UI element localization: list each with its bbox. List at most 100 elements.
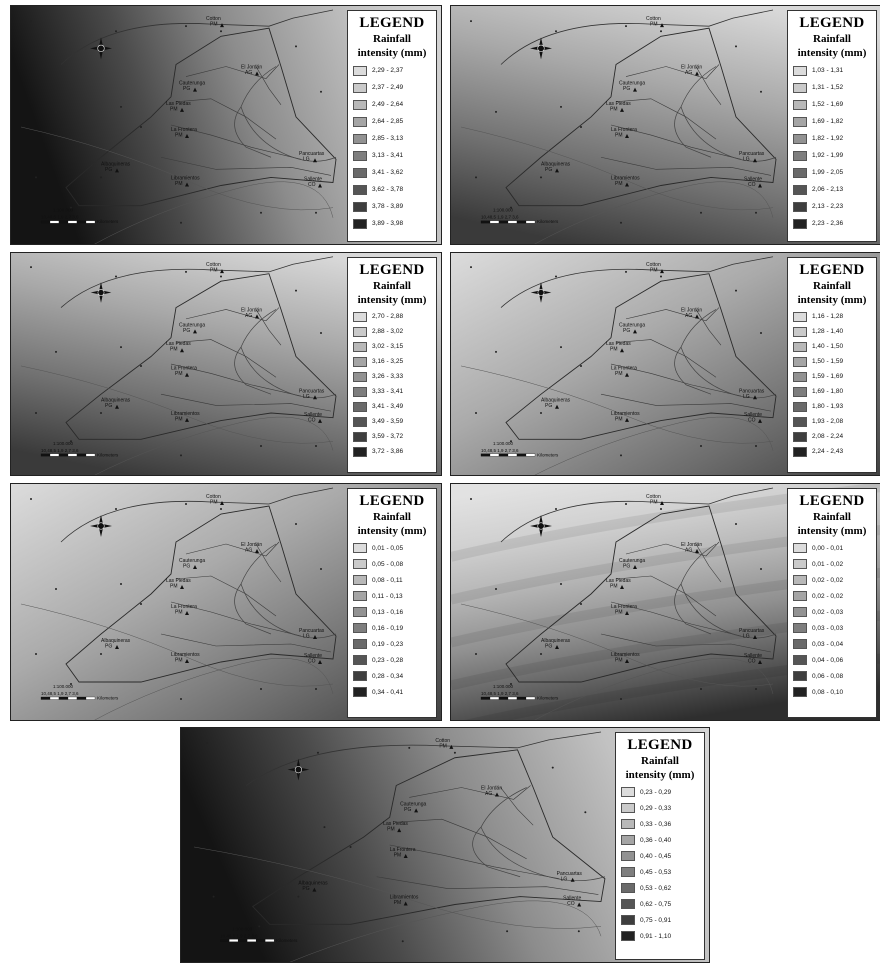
legend-swatch <box>793 671 807 681</box>
legend-subtitle-unit: intensity (mm) <box>797 47 867 59</box>
watershed-outline <box>65 505 337 683</box>
legend-item: 1,92 - 1,99 <box>793 147 871 164</box>
legend-swatch <box>793 326 807 337</box>
road-line <box>534 181 774 244</box>
place-code-sallente: CO <box>748 659 756 665</box>
legend-swatch <box>353 446 367 457</box>
legend-item: 3,41 - 3,62 <box>353 164 431 181</box>
place-label-libramientos: Libramientos <box>390 895 419 901</box>
legend-swatch <box>793 386 807 397</box>
settlement-marker-icon <box>193 329 197 334</box>
scale-units: Kilometers <box>276 938 298 943</box>
scale-bar-segment <box>49 220 60 224</box>
legend-swatch <box>353 99 367 110</box>
legend-swatch <box>621 899 635 909</box>
settlement-marker-icon <box>625 417 629 422</box>
settlement-marker-icon <box>318 660 322 664</box>
place-code-cotton: PM <box>210 500 218 506</box>
place-label-las-piedas: Las Piedas <box>166 341 191 347</box>
region-boundary <box>500 487 774 543</box>
station-dot <box>555 275 557 278</box>
legend-item: 0,01 - 0,02 <box>793 556 871 572</box>
station-dot <box>115 30 117 33</box>
river-line <box>674 583 712 635</box>
station-dot <box>295 45 297 48</box>
subbasin-line <box>625 64 720 79</box>
region-boundary <box>60 256 334 308</box>
legend-item: 0,40 - 0,45 <box>621 848 699 864</box>
settlement-marker-icon <box>625 611 629 615</box>
legend-item: 2,13 - 2,23 <box>793 198 871 215</box>
settlement-marker-icon <box>193 87 197 92</box>
scale-units: Kilometers <box>537 219 559 224</box>
station-dot <box>755 211 757 214</box>
place-label-sallente: Sallente <box>744 412 762 418</box>
station-dot <box>120 583 122 585</box>
legend-items: 1,03 - 1,31 1,31 - 1,52 1,52 - 1,69 1,69 - … <box>793 62 871 232</box>
subbasin-line <box>600 156 772 176</box>
settlement-marker-icon <box>758 418 762 423</box>
subbasin-line <box>175 575 277 617</box>
place-code-libramientos: PM <box>175 658 183 664</box>
settlement-marker-icon <box>220 23 224 28</box>
place-code-albaquineras: PG <box>105 403 112 409</box>
station-dot <box>220 508 222 510</box>
legend-items: 2,29 - 2,37 2,37 - 2,49 2,49 - 2,64 2,64 - … <box>353 62 431 232</box>
station-dot <box>625 25 627 28</box>
legend-range-label: 0,16 - 0,19 <box>372 624 404 632</box>
scale-bar-segment <box>480 696 491 700</box>
station-dot <box>560 346 562 349</box>
legend-item: 0,45 - 0,53 <box>621 864 699 880</box>
subbasin-line <box>255 309 282 346</box>
legend-swatch <box>353 326 367 337</box>
legend-item: 1,59 - 1,69 <box>793 369 871 384</box>
legend-item: 0,03 - 0,03 <box>793 620 871 636</box>
place-code-el-jordan: AG <box>245 548 252 554</box>
legend-swatch <box>353 184 367 195</box>
legend-swatch <box>353 65 367 76</box>
scale-bar-segment <box>255 939 266 942</box>
legend-swatch <box>793 99 807 110</box>
legend-range-label: 1,31 - 1,52 <box>812 84 844 91</box>
map-6: Cotton PM El Jordán AG Cauterunga PG Las Pieda… <box>450 483 880 721</box>
north-arrow-icon <box>530 515 552 537</box>
scale-bar-segment <box>76 220 87 224</box>
subbasin-line <box>409 785 531 800</box>
settlement-marker-icon <box>633 329 637 334</box>
subbasin-line <box>185 64 280 79</box>
place-label-pancuartas: Pancuartas <box>557 871 583 877</box>
legend-range-label: 2,70 - 2,88 <box>372 313 404 320</box>
legend-subtitle: Rainfall <box>813 33 851 45</box>
place-code-albaquineras: PG <box>105 644 112 650</box>
legend: LEGEND Rainfall intensity (mm) 0,23 - 0,29 0… <box>615 732 705 960</box>
legend-range-label: 0,45 - 0,53 <box>640 868 672 876</box>
legend-swatch <box>793 446 807 457</box>
legend-range-label: 3,02 - 3,15 <box>372 343 404 350</box>
subbasin-line <box>170 124 302 160</box>
subbasin-line <box>600 393 772 412</box>
subbasin-line <box>615 575 717 617</box>
scale-bar-segment <box>58 696 69 700</box>
station-dot <box>115 275 117 278</box>
map-4: Cotton PM El Jordán AG Cauterunga PG Las Pieda… <box>450 252 880 476</box>
north-arrow-icon <box>90 37 112 60</box>
place-code-pancuartas: LG <box>743 634 750 640</box>
place-label-albaquineras: Albaquineras <box>541 398 571 404</box>
legend-swatch <box>793 401 807 412</box>
place-label-libramientos: Libramientos <box>611 652 640 658</box>
scale-bar-segment <box>85 453 96 457</box>
place-label-sallente: Sallente <box>744 653 762 659</box>
legend-swatch <box>793 575 807 585</box>
legend-swatch <box>621 819 635 829</box>
station-dot <box>297 895 300 898</box>
settlement-marker-icon <box>180 585 184 589</box>
place-code-cauterunga: PG <box>183 564 190 570</box>
legend-range-label: 1,99 - 2,05 <box>812 169 844 176</box>
station-dot <box>349 845 352 848</box>
legend-range-label: 2,37 - 2,49 <box>372 84 404 91</box>
legend-swatch <box>353 82 367 93</box>
settlement-marker-icon <box>633 565 637 569</box>
legend-swatch <box>353 371 367 382</box>
place-label-pancuartas: Pancuartas <box>299 628 325 634</box>
station-dot <box>180 454 182 457</box>
